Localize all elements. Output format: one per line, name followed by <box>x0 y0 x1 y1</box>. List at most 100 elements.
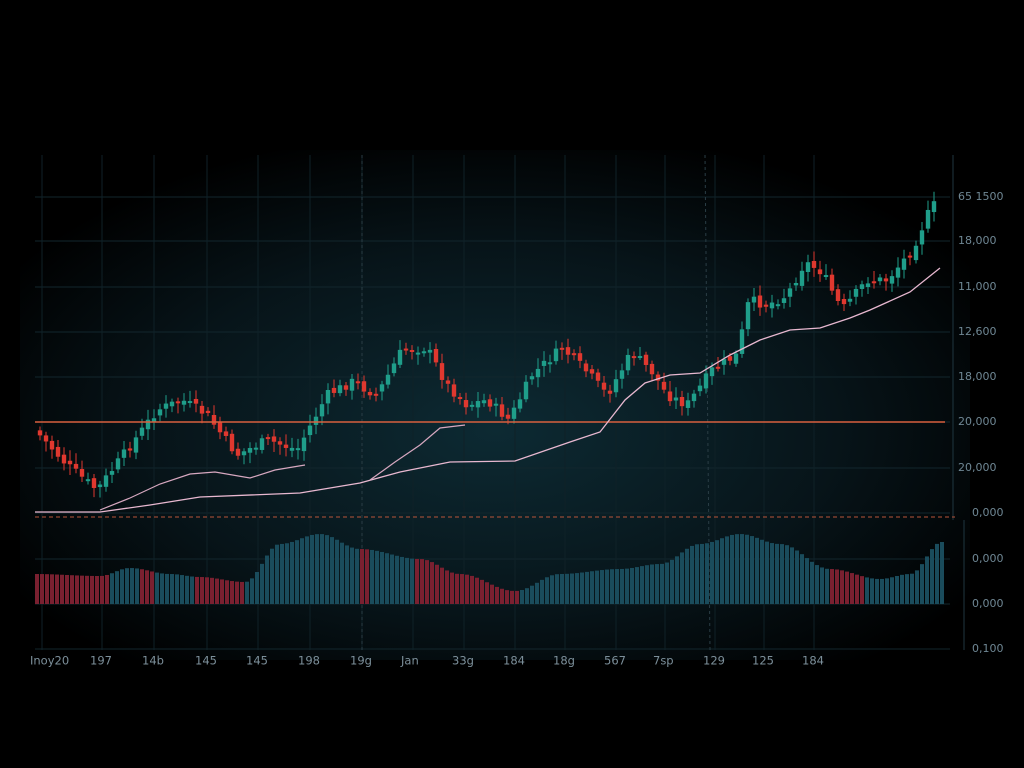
volume-bar <box>210 577 214 604</box>
candle-body <box>931 201 937 213</box>
candle-body <box>619 370 625 379</box>
candle-body <box>895 267 901 278</box>
volume-bar <box>895 575 899 604</box>
volume-bar <box>825 568 829 604</box>
candle-body <box>709 367 715 377</box>
volume-bar <box>170 574 174 604</box>
time-label: 198 <box>298 654 320 668</box>
volume-bar <box>440 567 444 604</box>
volume-bar <box>160 573 164 604</box>
candle-body <box>367 391 373 396</box>
candle-body <box>349 378 355 391</box>
volume-bar <box>395 555 399 604</box>
candle-body <box>235 448 241 456</box>
volume-bar <box>585 571 589 604</box>
volume-bar <box>425 560 429 604</box>
candle-body <box>247 448 253 453</box>
volume-bar <box>200 577 204 604</box>
volume-bar <box>430 562 434 604</box>
volume-bar <box>260 563 264 604</box>
volume-bar <box>775 543 779 604</box>
candle-body <box>697 385 703 392</box>
candle-body <box>865 283 871 288</box>
volume-bar <box>900 574 904 604</box>
volume-bar <box>665 562 669 604</box>
candle-body <box>559 347 565 350</box>
volume-bar <box>500 588 504 604</box>
volume-bar <box>715 540 719 604</box>
candle-body <box>817 269 823 275</box>
volume-bar <box>820 567 824 604</box>
candle-body <box>787 288 793 297</box>
candle-body <box>61 454 67 464</box>
volume-bar <box>670 559 674 604</box>
volume-bar <box>155 572 159 604</box>
candle-body <box>439 363 445 380</box>
candle-body <box>361 381 367 392</box>
candle-body <box>271 436 277 442</box>
volume-bar <box>710 541 714 604</box>
candle-body <box>505 414 511 419</box>
volume-bar <box>320 534 324 604</box>
candle-body <box>541 360 547 366</box>
candle-body <box>121 449 127 458</box>
candle-body <box>595 372 601 381</box>
volume-bar <box>350 547 354 604</box>
volume-bar <box>495 586 499 604</box>
volume-bar <box>225 580 229 604</box>
volume-bar <box>240 581 244 604</box>
candle-body <box>535 368 541 378</box>
candle-body <box>871 281 877 284</box>
volume-bar <box>185 575 189 604</box>
volume-bar <box>95 575 99 604</box>
volume-bar <box>400 556 404 604</box>
volume-bar <box>460 574 464 604</box>
candle-body <box>211 415 217 425</box>
volume-bar <box>100 575 104 604</box>
volume-bar <box>890 577 894 604</box>
candle-body <box>283 444 289 448</box>
volume-bar <box>435 564 439 604</box>
volume-bar <box>275 544 279 604</box>
volume-bar <box>905 574 909 604</box>
volume-bar <box>800 554 804 604</box>
volume-bar <box>640 566 644 604</box>
candle-body <box>169 401 175 407</box>
volume-bar <box>580 572 584 604</box>
candle-body <box>91 478 97 488</box>
candle-body <box>637 356 643 359</box>
volume-bar <box>245 581 249 604</box>
volume-bar <box>60 574 64 604</box>
volume-bar <box>285 543 289 604</box>
volume-bar <box>150 571 154 604</box>
volume-bar <box>600 570 604 604</box>
volume-bar <box>780 544 784 604</box>
volume-bar <box>190 576 194 604</box>
candle-body <box>217 422 223 433</box>
candle-body <box>691 393 697 402</box>
candle-body <box>853 288 859 297</box>
volume-bar <box>290 541 294 604</box>
volume-bar <box>120 569 124 604</box>
volume-bar <box>730 534 734 604</box>
volume-bar <box>610 569 614 604</box>
volume-bar <box>915 570 919 604</box>
candle-body <box>751 296 757 303</box>
candle-body <box>427 349 433 353</box>
volume-bar <box>375 550 379 604</box>
volume-bar <box>445 570 449 604</box>
volume-bar <box>125 568 129 604</box>
volume-bar <box>220 579 224 604</box>
candle-body <box>79 469 85 477</box>
volume-bar <box>870 578 874 604</box>
volume-bar <box>340 542 344 604</box>
candle-body <box>241 451 247 456</box>
volume-bar <box>325 535 329 604</box>
volume-bar <box>415 558 419 604</box>
volume-bar <box>305 536 309 604</box>
candle-body <box>601 382 607 390</box>
price-label: 12,600 <box>958 325 997 338</box>
candle-body <box>847 298 853 302</box>
candle-body <box>391 363 397 374</box>
